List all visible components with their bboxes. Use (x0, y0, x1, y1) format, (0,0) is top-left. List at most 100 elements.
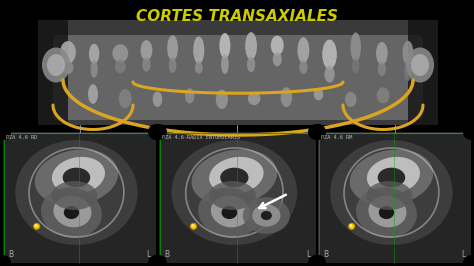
Ellipse shape (376, 42, 388, 65)
Ellipse shape (378, 62, 386, 76)
Ellipse shape (281, 87, 292, 107)
Ellipse shape (350, 149, 433, 206)
Text: B: B (164, 250, 169, 259)
Ellipse shape (221, 206, 237, 219)
Text: CORTES TRANSAXIALES: CORTES TRANSAXIALES (136, 9, 338, 24)
Bar (38, 20, 438, 125)
Ellipse shape (349, 223, 355, 229)
Ellipse shape (15, 140, 137, 245)
Bar (318, 132, 471, 263)
Ellipse shape (356, 188, 417, 238)
Text: PZA 4.6 RD: PZA 4.6 RD (6, 135, 37, 140)
Ellipse shape (191, 224, 194, 227)
Ellipse shape (54, 196, 91, 227)
Ellipse shape (379, 206, 394, 219)
Text: PZA 4.6-RADIX ENTOMOLARIS: PZA 4.6-RADIX ENTOMOLARIS (162, 135, 240, 140)
Ellipse shape (252, 204, 281, 227)
Ellipse shape (63, 61, 73, 74)
Ellipse shape (47, 54, 65, 76)
Ellipse shape (404, 61, 412, 81)
Ellipse shape (261, 211, 272, 220)
Ellipse shape (367, 157, 420, 194)
Ellipse shape (220, 168, 248, 187)
FancyBboxPatch shape (53, 35, 423, 120)
Circle shape (151, 255, 167, 266)
Ellipse shape (91, 60, 98, 78)
Text: L: L (147, 250, 151, 259)
Ellipse shape (119, 89, 132, 108)
Ellipse shape (64, 206, 79, 219)
Ellipse shape (112, 44, 128, 63)
Ellipse shape (63, 168, 90, 187)
Ellipse shape (42, 48, 70, 82)
Ellipse shape (89, 44, 100, 64)
Ellipse shape (185, 88, 194, 103)
Bar (38, 20, 68, 125)
Circle shape (310, 255, 326, 266)
Circle shape (0, 255, 11, 266)
Ellipse shape (406, 48, 434, 82)
Ellipse shape (322, 40, 337, 69)
Ellipse shape (193, 36, 204, 64)
Ellipse shape (345, 92, 356, 107)
Text: B: B (8, 250, 13, 259)
Ellipse shape (41, 188, 102, 238)
Ellipse shape (377, 87, 389, 103)
Ellipse shape (169, 57, 176, 73)
Ellipse shape (402, 41, 413, 65)
Ellipse shape (368, 196, 407, 227)
Ellipse shape (350, 32, 361, 61)
Text: L: L (462, 250, 466, 259)
Ellipse shape (352, 59, 359, 73)
Ellipse shape (142, 57, 151, 72)
Ellipse shape (271, 36, 284, 55)
Ellipse shape (167, 35, 178, 61)
Ellipse shape (366, 181, 412, 210)
Circle shape (0, 124, 11, 140)
Ellipse shape (324, 66, 335, 83)
Circle shape (463, 255, 474, 266)
Ellipse shape (115, 60, 126, 73)
Ellipse shape (172, 140, 297, 245)
Circle shape (308, 124, 324, 140)
Ellipse shape (198, 187, 261, 238)
Circle shape (151, 124, 167, 140)
Circle shape (463, 124, 474, 140)
Ellipse shape (411, 54, 429, 76)
Ellipse shape (245, 32, 257, 60)
Text: PZA 4.6 RM: PZA 4.6 RM (321, 135, 352, 140)
Ellipse shape (52, 157, 105, 194)
Circle shape (148, 124, 164, 140)
Ellipse shape (330, 140, 453, 245)
Ellipse shape (141, 40, 152, 60)
Bar (159, 132, 316, 263)
Bar (3, 132, 156, 263)
Circle shape (310, 124, 326, 140)
Circle shape (308, 255, 324, 266)
Bar (408, 20, 438, 125)
Ellipse shape (273, 52, 282, 66)
Ellipse shape (153, 92, 162, 107)
Ellipse shape (88, 84, 98, 104)
Ellipse shape (299, 60, 308, 74)
Ellipse shape (34, 223, 40, 229)
Ellipse shape (191, 223, 197, 229)
Ellipse shape (60, 41, 76, 64)
Ellipse shape (248, 92, 260, 105)
Ellipse shape (211, 196, 250, 227)
Ellipse shape (216, 90, 228, 109)
Ellipse shape (195, 61, 203, 74)
Ellipse shape (243, 197, 290, 234)
Ellipse shape (209, 181, 256, 210)
Ellipse shape (298, 37, 310, 63)
Ellipse shape (349, 224, 352, 227)
Text: B: B (323, 250, 328, 259)
Ellipse shape (52, 181, 97, 210)
Ellipse shape (209, 157, 264, 194)
Ellipse shape (378, 168, 405, 187)
Ellipse shape (35, 149, 118, 206)
Ellipse shape (314, 88, 323, 100)
Ellipse shape (191, 149, 277, 206)
Ellipse shape (35, 224, 37, 227)
Ellipse shape (221, 54, 229, 74)
